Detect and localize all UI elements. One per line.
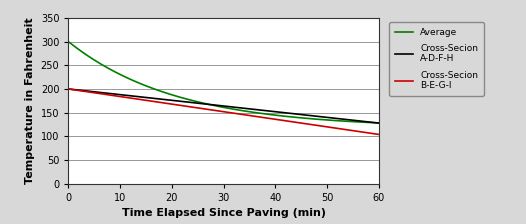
Average — [249, 111, 255, 114]
Cross-Secion
B-E-G-I — [66, 88, 73, 90]
Cross-Secion
B-E-G-I — [255, 115, 261, 118]
Cross-Secion
A-D-F-H — [249, 108, 255, 110]
Cross-Secion
A-D-F-H — [66, 88, 73, 90]
Cross-Secion
B-E-G-I — [376, 133, 382, 136]
Cross-Secion
A-D-F-H — [376, 122, 382, 124]
Average — [327, 119, 333, 122]
Line: Average: Average — [68, 42, 379, 123]
Cross-Secion
B-E-G-I — [250, 115, 256, 117]
Cross-Secion
A-D-F-H — [250, 108, 256, 111]
Line: Cross-Secion
A-D-F-H: Cross-Secion A-D-F-H — [68, 89, 379, 123]
Cross-Secion
A-D-F-H — [327, 116, 333, 119]
Average — [65, 40, 72, 43]
Average — [66, 41, 73, 44]
Average — [250, 111, 256, 114]
Line: Cross-Secion
B-E-G-I: Cross-Secion B-E-G-I — [68, 89, 379, 134]
Cross-Secion
B-E-G-I — [65, 88, 72, 90]
Cross-Secion
A-D-F-H — [255, 108, 261, 111]
Average — [347, 120, 353, 123]
Cross-Secion
B-E-G-I — [327, 126, 333, 129]
Average — [255, 112, 261, 114]
Cross-Secion
A-D-F-H — [347, 118, 353, 121]
X-axis label: Time Elapsed Since Paving (min): Time Elapsed Since Paving (min) — [122, 208, 326, 218]
Y-axis label: Temperature in Fahrenheit: Temperature in Fahrenheit — [25, 17, 35, 184]
Average — [376, 122, 382, 124]
Cross-Secion
A-D-F-H — [65, 88, 72, 90]
Cross-Secion
B-E-G-I — [347, 129, 353, 131]
Legend: Average, Cross-Secion
A-D-F-H, Cross-Secion
B-E-G-I: Average, Cross-Secion A-D-F-H, Cross-Sec… — [389, 22, 483, 95]
Cross-Secion
B-E-G-I — [249, 114, 255, 117]
